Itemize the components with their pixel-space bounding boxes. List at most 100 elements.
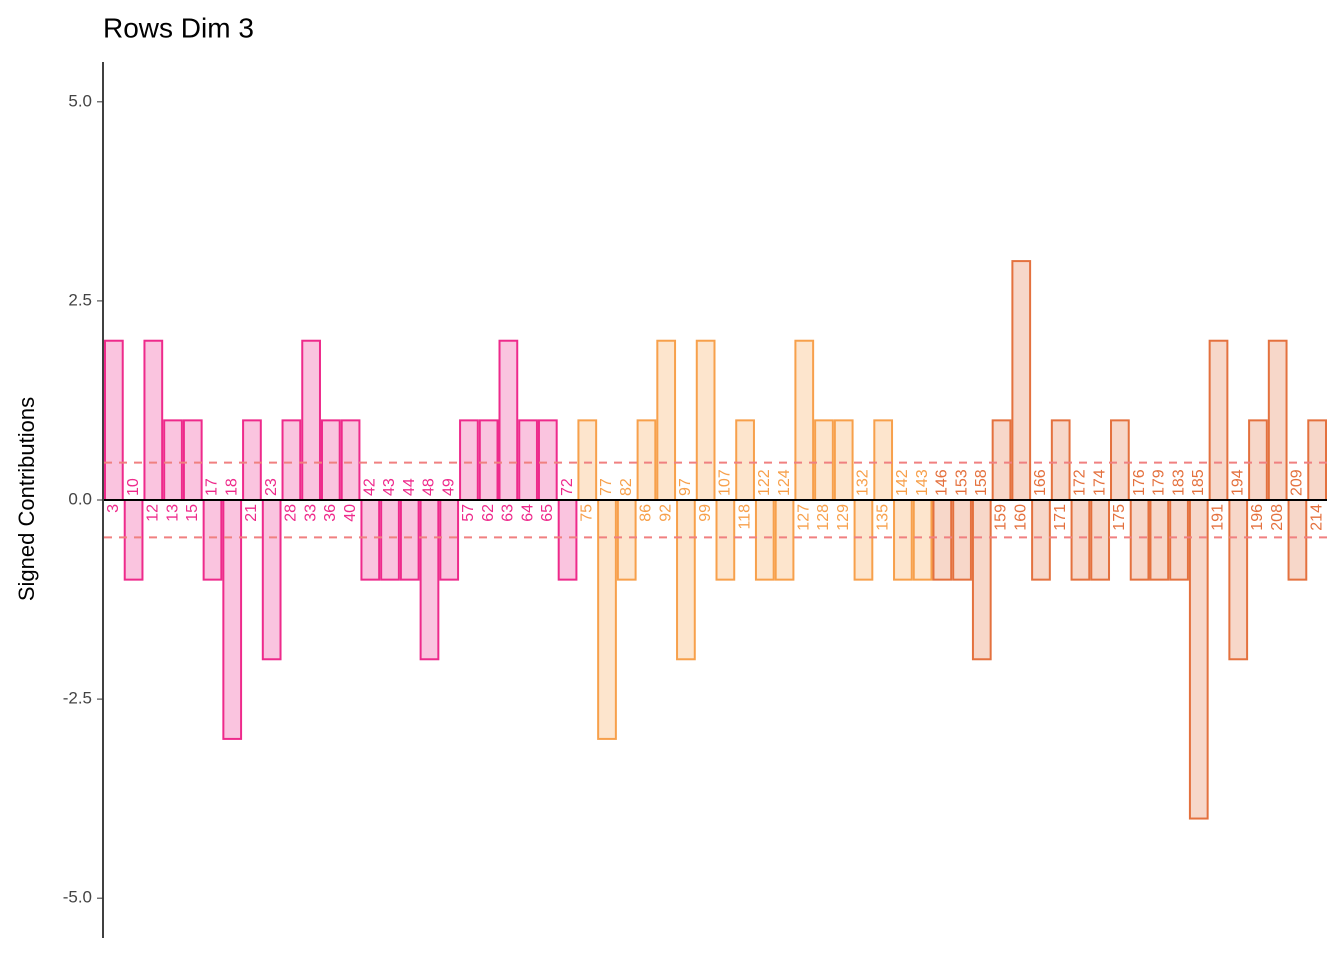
bar-label: 12 bbox=[145, 504, 162, 522]
bar bbox=[518, 419, 538, 502]
bar-label: 17 bbox=[204, 478, 221, 496]
bar bbox=[143, 339, 164, 501]
bar bbox=[419, 499, 440, 661]
bar-label: 13 bbox=[164, 504, 181, 522]
bar bbox=[971, 499, 992, 661]
bar bbox=[1050, 419, 1071, 502]
bar bbox=[439, 499, 460, 581]
bar-label: 49 bbox=[440, 478, 457, 496]
bar bbox=[1129, 499, 1150, 581]
bar-label: 175 bbox=[1111, 504, 1128, 531]
bar-label: 159 bbox=[993, 504, 1010, 531]
bar-label: 191 bbox=[1210, 504, 1227, 531]
bar-label: 185 bbox=[1190, 469, 1207, 496]
bar-label: 97 bbox=[677, 478, 694, 496]
bar-label: 99 bbox=[697, 504, 714, 522]
bar bbox=[1307, 419, 1327, 502]
bar-label: 23 bbox=[263, 478, 280, 496]
bar-label: 128 bbox=[815, 504, 832, 531]
bar bbox=[301, 339, 321, 501]
bar-label: 143 bbox=[914, 469, 931, 496]
bar-label: 146 bbox=[934, 469, 951, 496]
bar-label: 65 bbox=[539, 504, 556, 522]
bar bbox=[163, 419, 183, 502]
bar bbox=[774, 499, 795, 581]
bar bbox=[1149, 499, 1170, 581]
bar bbox=[459, 419, 479, 502]
bar bbox=[991, 419, 1012, 502]
bar bbox=[557, 499, 578, 581]
bar-label: 86 bbox=[638, 504, 655, 522]
bar-label: 166 bbox=[1032, 469, 1049, 496]
bar-label: 160 bbox=[1012, 504, 1029, 531]
y-tick-label: -5.0 bbox=[63, 888, 92, 907]
bar-label: 171 bbox=[1052, 504, 1069, 531]
bar bbox=[202, 499, 223, 581]
bar bbox=[1287, 499, 1308, 581]
bar-label: 10 bbox=[125, 478, 142, 496]
bar bbox=[636, 419, 657, 502]
bar-label: 33 bbox=[302, 504, 319, 522]
bar-label: 172 bbox=[1072, 469, 1089, 496]
bar bbox=[715, 499, 736, 581]
bar bbox=[754, 499, 775, 581]
bar-label: 127 bbox=[795, 504, 812, 531]
bar bbox=[340, 419, 361, 502]
bar-label: 135 bbox=[874, 504, 891, 531]
bar-label: 82 bbox=[618, 478, 635, 496]
bar-label: 158 bbox=[973, 469, 990, 496]
bar bbox=[123, 499, 144, 581]
bar bbox=[1208, 339, 1229, 501]
bar-label: 64 bbox=[519, 504, 536, 522]
y-tick-label: 0.0 bbox=[68, 489, 92, 508]
bar-label: 209 bbox=[1289, 469, 1306, 496]
bar-label: 28 bbox=[283, 504, 300, 522]
bar-label: 124 bbox=[776, 469, 793, 496]
bar bbox=[1031, 499, 1051, 581]
bar-label: 42 bbox=[362, 478, 379, 496]
chart-title: Rows Dim 3 bbox=[103, 12, 254, 43]
bar-label: 44 bbox=[401, 478, 418, 496]
bar-label: 122 bbox=[756, 469, 773, 496]
bar-label: 179 bbox=[1151, 469, 1168, 496]
y-tick-label: 2.5 bbox=[68, 290, 92, 309]
bar-label: 107 bbox=[717, 469, 734, 496]
bar bbox=[380, 499, 400, 581]
bar-label: 153 bbox=[953, 469, 970, 496]
bar bbox=[952, 499, 972, 581]
bar bbox=[1188, 499, 1209, 820]
bar bbox=[360, 499, 381, 581]
bar-label: 75 bbox=[579, 504, 596, 522]
bar-label: 48 bbox=[421, 478, 438, 496]
bar-label: 3 bbox=[105, 504, 122, 513]
bar bbox=[873, 419, 894, 502]
y-axis-label: Signed Contributions bbox=[14, 397, 39, 601]
bar bbox=[281, 419, 302, 502]
bar bbox=[794, 339, 815, 501]
bar-label: 194 bbox=[1229, 469, 1246, 496]
bar bbox=[932, 499, 953, 581]
bar-label: 15 bbox=[184, 504, 201, 522]
bar bbox=[1090, 499, 1111, 581]
bar bbox=[597, 499, 617, 740]
bar-label: 72 bbox=[559, 478, 576, 496]
bar-label: 40 bbox=[342, 504, 359, 522]
bar bbox=[1169, 499, 1189, 581]
bar bbox=[478, 419, 499, 502]
bar-label: 62 bbox=[480, 504, 497, 522]
bar-label: 129 bbox=[835, 504, 852, 531]
bar bbox=[1228, 499, 1249, 661]
bar bbox=[320, 419, 341, 502]
bar-label: 142 bbox=[894, 469, 911, 496]
bar-label: 77 bbox=[598, 478, 615, 496]
bar-label: 21 bbox=[243, 504, 260, 522]
bar-label: 183 bbox=[1170, 469, 1187, 496]
bar bbox=[814, 419, 834, 502]
bar-label: 214 bbox=[1308, 504, 1325, 531]
y-tick-label: -2.5 bbox=[63, 689, 92, 708]
bar bbox=[695, 339, 716, 501]
bar bbox=[222, 499, 243, 740]
bar bbox=[893, 499, 913, 581]
bar bbox=[1267, 339, 1288, 501]
